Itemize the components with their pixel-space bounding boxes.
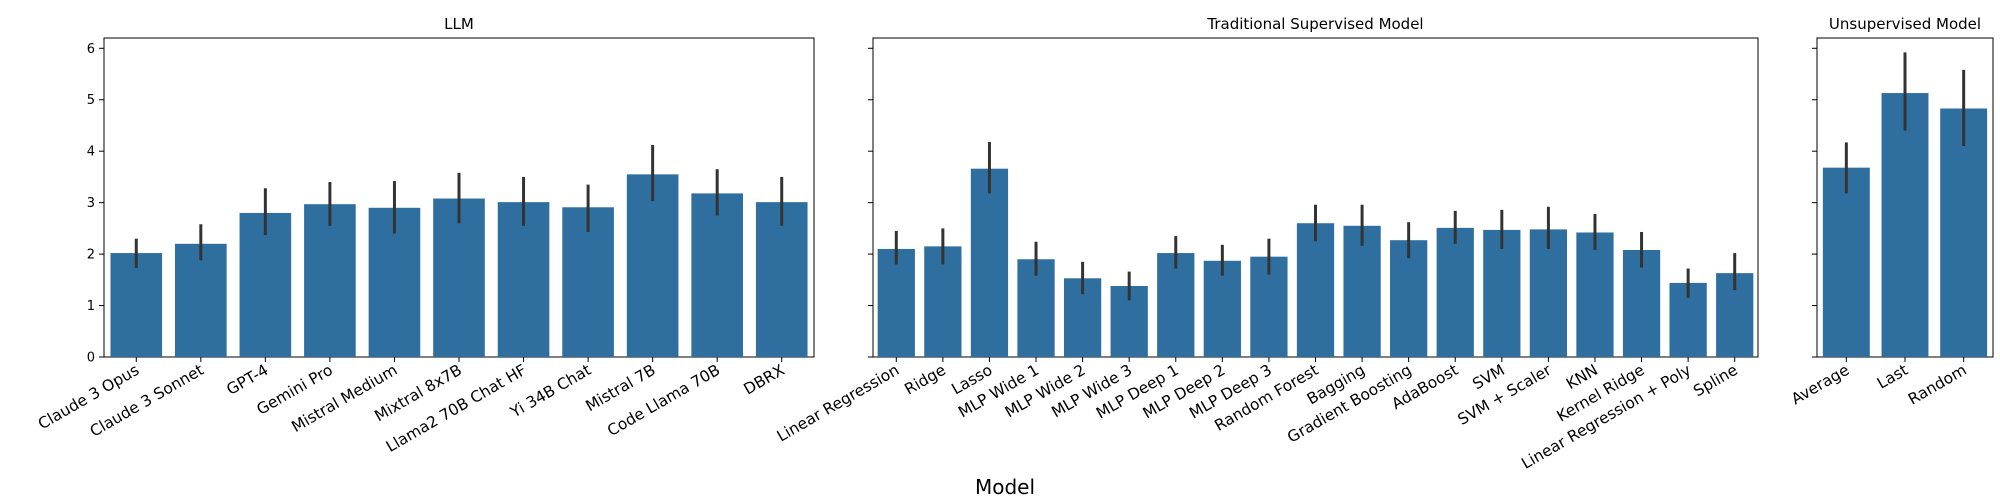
y-tick-label: 3 (87, 196, 95, 211)
bar-mlp-deep-2 (1203, 260, 1241, 357)
bar-code-llama-70b (691, 193, 743, 357)
x-tick-label: SVM + Scaler (1455, 361, 1555, 429)
panel-title-3: Unsupervised Model (1829, 15, 1981, 33)
bar-yi-34b-chat (562, 207, 614, 357)
x-tick-label: Random (1905, 361, 1970, 409)
bar-mistral-7b (626, 174, 679, 357)
bar-knn (1576, 232, 1614, 357)
x-tick-label: Ridge (902, 361, 949, 399)
bar-average (1822, 167, 1870, 357)
x-tick-label: GPT-4 (224, 361, 272, 399)
bar-gpt-4 (239, 212, 292, 357)
y-tick-label: 0 (87, 351, 95, 366)
x-axis-label: Model (975, 475, 1035, 499)
bar-bagging (1343, 225, 1381, 357)
bar-claude-3-sonnet (175, 243, 227, 357)
bar-svm (1483, 229, 1521, 357)
bar-gradient-boosting (1390, 240, 1428, 357)
bar-gemini-pro (304, 204, 356, 357)
bar-ridge (924, 246, 962, 357)
x-tick-label: Code Llama 70B (604, 361, 723, 440)
y-tick-label: 5 (87, 93, 95, 108)
bar-kernel-ridge (1622, 249, 1661, 357)
x-tick-label: Last (1874, 361, 1911, 393)
x-tick-label: Claude 3 Sonnet (87, 361, 207, 441)
x-tick-label: Spline (1690, 361, 1740, 400)
y-tick-label: 4 (87, 145, 95, 160)
panel-title-1: LLM (444, 15, 474, 33)
x-tick-label: Average (1788, 361, 1852, 408)
x-tick-label: DBRX (741, 361, 788, 399)
bar-linear-regression (877, 248, 915, 357)
x-tick-label: Mistral Medium (288, 361, 400, 436)
y-tick-label: 6 (87, 42, 95, 57)
bar-dbrx (755, 202, 808, 357)
x-tick-label: Linear Regression (774, 361, 902, 446)
bar-mlp-deep-1 (1157, 253, 1195, 357)
bar-random (1940, 108, 1988, 357)
panel-title-2: Traditional Supervised Model (1206, 15, 1423, 33)
bar-lasso (970, 168, 1009, 357)
y-tick-label: 2 (87, 248, 95, 263)
bar-last (1881, 93, 1929, 357)
bar-adaboost (1436, 227, 1474, 357)
bar-mixtral-8x7b (433, 198, 485, 357)
bar-random-forest (1296, 223, 1335, 357)
bar-claude-3-opus (110, 253, 163, 357)
bar-llama2-70b-chat-hf (497, 202, 550, 357)
bar-svm-scaler (1529, 229, 1568, 357)
y-tick-label: 1 (87, 299, 95, 314)
